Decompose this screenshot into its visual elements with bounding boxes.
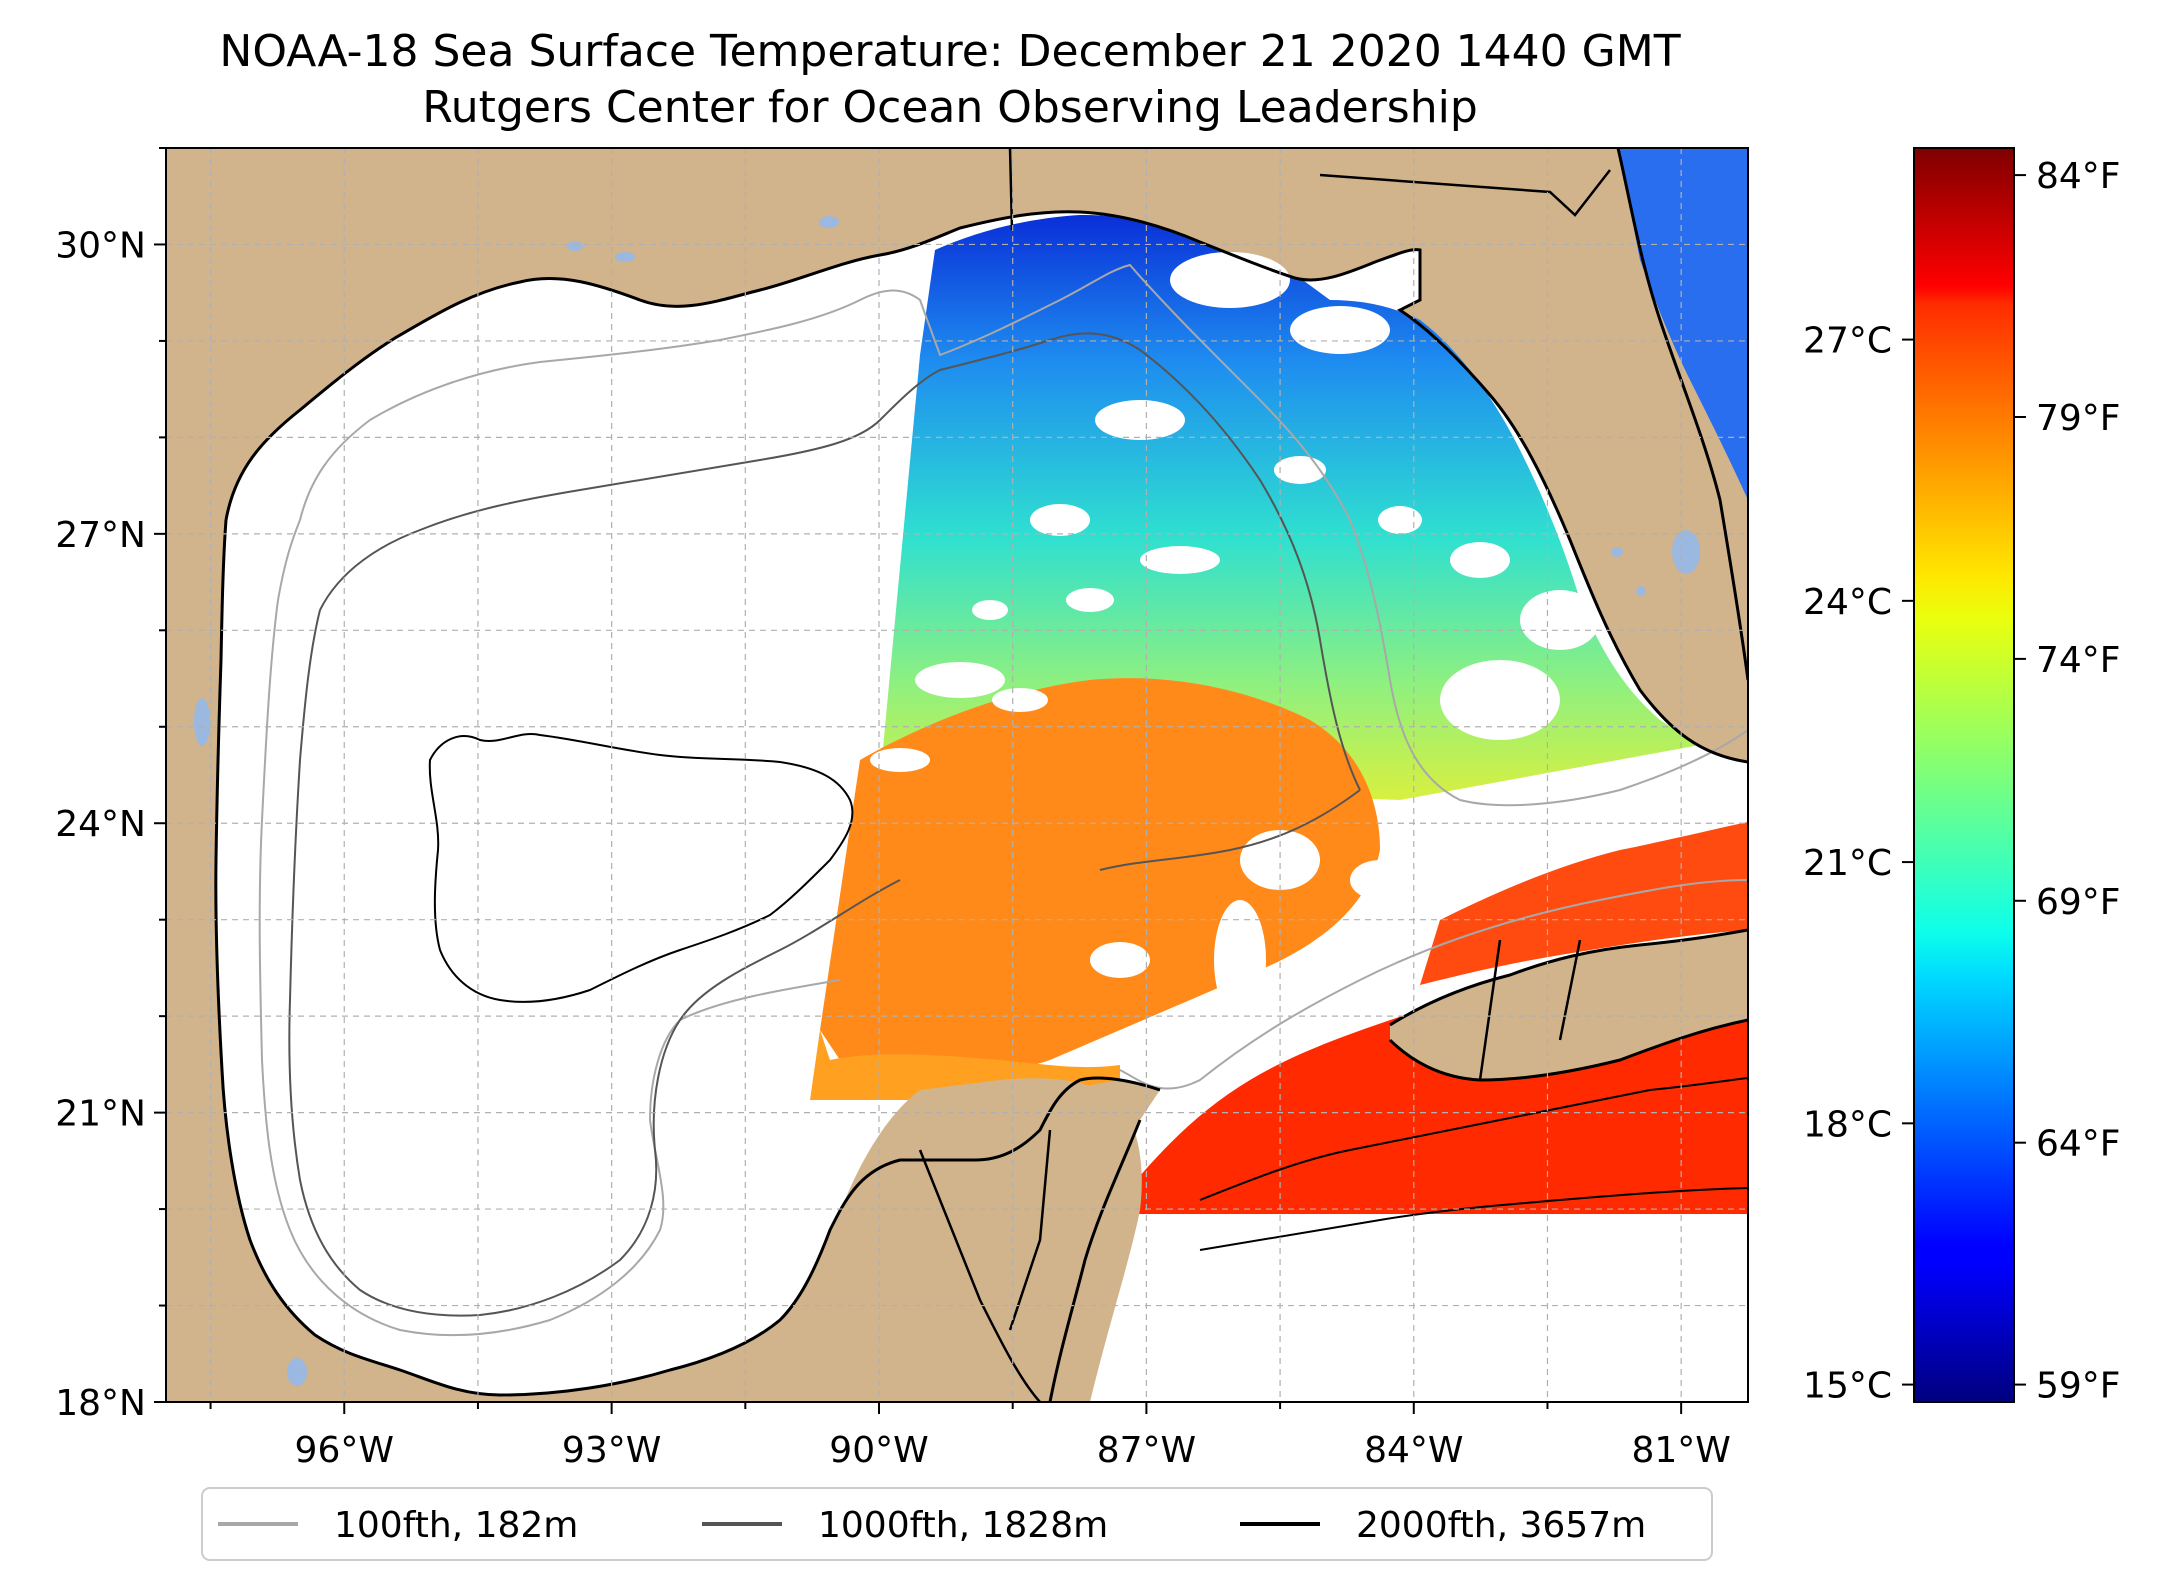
cloud-blob <box>1090 942 1150 978</box>
gulf-coastline <box>214 210 1748 1402</box>
bathymetry-contours <box>258 263 1748 1337</box>
legend-label: 1000fth, 1828m <box>818 1505 1108 1546</box>
fahrenheit-tick-label: 74°F <box>2036 640 2121 681</box>
figure-title-line2: Rutgers Center for Ocean Observing Leade… <box>422 82 1478 133</box>
lon-tick-label: 81°W <box>1631 1430 1730 1471</box>
cloud-blob <box>1440 660 1560 740</box>
cloud-blob <box>915 662 1005 698</box>
longitude-axis: 96°W 93°W 90°W 87°W 84°W 81°W <box>209 1402 1731 1471</box>
cloud-blob <box>870 748 930 772</box>
legend: 100fth, 182m 1000fth, 1828m 2000fth, 3657m <box>201 1487 1713 1561</box>
cuba-land <box>1390 930 1748 1080</box>
sst-atlantic-strip <box>1618 148 1748 500</box>
legend-box <box>201 1487 1713 1561</box>
coastlines <box>214 148 1748 1402</box>
cloud-blob <box>1520 590 1600 650</box>
cloud-blob <box>972 600 1008 620</box>
contour-100fth <box>258 263 1748 1337</box>
map-area <box>166 148 1748 1402</box>
colorbar-celsius-axis: 15°C 18°C 21°C 24°C 27°C <box>1803 321 1914 1407</box>
cloud-blob <box>1450 542 1510 578</box>
cloud-blob <box>1410 802 1490 838</box>
cloud-blob <box>1290 306 1390 354</box>
inland-lakes <box>194 216 1700 1386</box>
map-frame <box>165 147 1749 1403</box>
sst-swath-north <box>880 214 1700 800</box>
lat-tick-label: 27°N <box>55 515 146 556</box>
cloud-blob <box>1030 504 1090 536</box>
lon-tick-label: 84°W <box>1364 1430 1463 1471</box>
cloud-blob <box>1350 860 1410 900</box>
cloud-blob <box>1214 900 1266 1020</box>
fahrenheit-tick-label: 69°F <box>2036 882 2121 923</box>
contour-2000fth <box>428 733 1748 1251</box>
fahrenheit-tick-label: 59°F <box>2036 1366 2121 1407</box>
cuba-coastline <box>1388 928 1748 1082</box>
fahrenheit-tick-label: 79°F <box>2036 398 2121 439</box>
lon-tick-label: 90°W <box>829 1430 928 1471</box>
colorbar <box>1913 147 2015 1403</box>
fahrenheit-tick-label: 64°F <box>2036 1124 2121 1165</box>
lon-tick-label: 87°W <box>1097 1430 1196 1471</box>
cloud-blob <box>1066 588 1114 612</box>
legend-label: 100fth, 182m <box>334 1505 578 1546</box>
graticule <box>166 148 1748 1402</box>
lat-tick-label: 21°N <box>55 1094 146 1135</box>
cloud-blob <box>1378 506 1422 534</box>
lat-tick-label: 18°N <box>55 1383 146 1424</box>
cloud-masked-areas <box>870 252 1600 1020</box>
lat-tick-label: 30°N <box>55 225 146 266</box>
celsius-tick-label: 24°C <box>1803 582 1892 623</box>
fahrenheit-tick-label: 84°F <box>2036 156 2121 197</box>
cloud-blob <box>1170 252 1290 308</box>
cloud-blob <box>1140 546 1220 574</box>
political-borders <box>918 148 1611 1402</box>
lat-tick-label: 24°N <box>55 804 146 845</box>
cloud-blob <box>1095 400 1185 440</box>
cloud-blob <box>992 688 1048 712</box>
celsius-tick-label: 21°C <box>1803 843 1892 884</box>
legend-label: 2000fth, 3657m <box>1356 1505 1646 1546</box>
figure-title-line1: NOAA-18 Sea Surface Temperature: Decembe… <box>219 26 1681 77</box>
contour-1000fth <box>288 332 1361 1317</box>
celsius-tick-label: 18°C <box>1803 1104 1892 1145</box>
lon-tick-label: 93°W <box>562 1430 661 1471</box>
florida-coastline <box>1616 148 1748 681</box>
latitude-axis: 18°N 21°N 24°N 27°N 30°N <box>55 147 166 1424</box>
cloud-blob <box>1240 830 1320 890</box>
celsius-tick-label: 15°C <box>1803 1366 1892 1407</box>
colorbar-fahrenheit-axis: 59°F 64°F 69°F 74°F 79°F 84°F <box>2014 156 2121 1407</box>
celsius-tick-label: 27°C <box>1803 321 1892 362</box>
lon-tick-label: 96°W <box>295 1430 394 1471</box>
cloud-blob <box>1274 456 1326 484</box>
